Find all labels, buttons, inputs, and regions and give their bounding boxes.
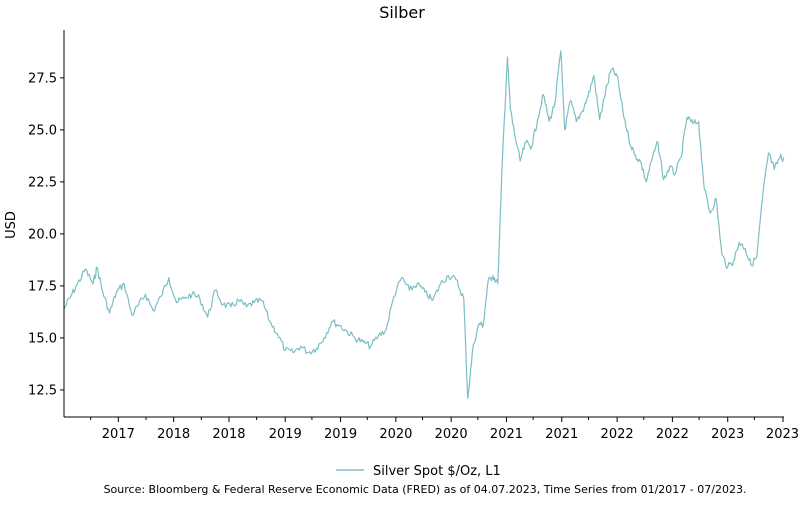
source-note: Source: Bloomberg & Federal Reserve Econ… bbox=[104, 483, 747, 496]
x-tick-label: 2021 bbox=[490, 427, 523, 442]
x-tick-label: 2021 bbox=[545, 427, 578, 442]
x-tick-label: 2023 bbox=[711, 427, 744, 442]
legend-label: Silver Spot $/Oz, L1 bbox=[373, 464, 501, 479]
x-tick-label: 2019 bbox=[269, 427, 302, 442]
x-tick-label: 2022 bbox=[601, 427, 634, 442]
y-tick-label: 27.5 bbox=[28, 71, 57, 86]
x-tick-label: 2022 bbox=[656, 427, 689, 442]
series-group bbox=[63, 50, 785, 399]
y-tick-label: 17.5 bbox=[28, 279, 57, 294]
y-tick-label: 20.0 bbox=[28, 227, 57, 242]
y-tick-label: 12.5 bbox=[28, 383, 57, 398]
chart-title: Silber bbox=[379, 3, 425, 22]
x-tick-label: 2020 bbox=[379, 427, 412, 442]
y-tick-label: 15.0 bbox=[28, 331, 57, 346]
x-tick-label: 2019 bbox=[324, 427, 357, 442]
y-tick-label: 25.0 bbox=[28, 123, 57, 138]
series-line-silver-spot bbox=[63, 50, 785, 399]
y-ticks: 12.5 15.0 17.5 20.0 22.5 25.0 27.5 bbox=[28, 71, 64, 398]
x-tick-label: 2020 bbox=[435, 427, 468, 442]
legend: Silver Spot $/Oz, L1 bbox=[336, 464, 501, 479]
x-ticks: 2017 2018 2018 2019 2019 2020 2020 2021 2021 2022… bbox=[90, 417, 799, 442]
x-tick-label: 2018 bbox=[212, 427, 245, 442]
x-tick-label: 2023 bbox=[766, 427, 799, 442]
x-tick-label: 2018 bbox=[157, 427, 190, 442]
y-axis-label: USD bbox=[4, 211, 19, 239]
x-tick-label: 2017 bbox=[102, 427, 135, 442]
y-tick-label: 22.5 bbox=[28, 175, 57, 190]
